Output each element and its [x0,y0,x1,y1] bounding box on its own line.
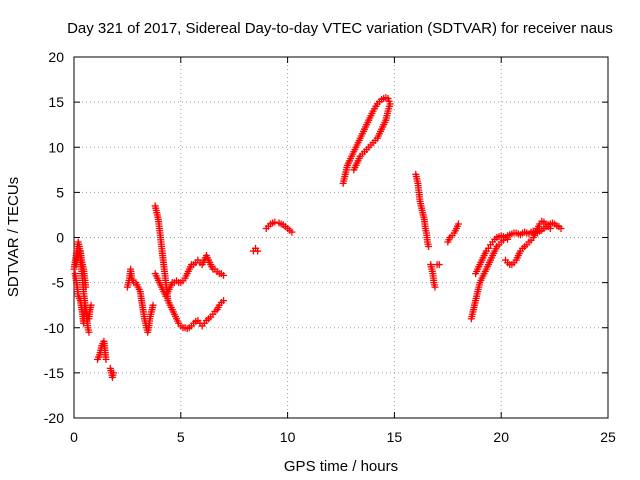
data-point [454,220,462,228]
y-tick-label: 5 [56,184,64,200]
x-tick-label: 5 [177,429,185,445]
y-tick-label: 20 [48,49,64,65]
grid [74,57,608,418]
data-points [70,94,565,381]
y-tick-label: -15 [44,365,64,381]
data-point [435,261,443,269]
data-point [87,301,95,309]
x-tick-label: 25 [600,429,616,445]
y-tick-label: 10 [48,139,64,155]
y-axis-label: SDTVAR / TECUs [5,177,22,297]
y-tick-label: 15 [48,94,64,110]
data-point [557,224,565,232]
data-point [254,247,262,255]
x-axis-label: GPS time / hours [284,458,398,475]
data-point [110,369,118,377]
data-point [102,355,110,363]
y-tick-label: 0 [56,230,64,246]
data-point [425,243,433,251]
x-tick-label: 20 [493,429,509,445]
data-point [431,283,439,291]
x-tick-label: 10 [280,429,296,445]
data-point [220,297,228,305]
data-point [288,228,296,236]
x-tick-label: 15 [387,429,403,445]
y-tick-label: -10 [44,320,64,336]
x-tick-label: 0 [70,429,78,445]
data-point [82,283,90,291]
data-point [271,218,279,226]
axis-ticks: 0 5 10 15 20 25 -20 -15 -10 -5 0 5 10 15 20 [44,49,616,445]
data-point [149,301,157,309]
y-tick-label: -20 [44,410,64,426]
data-point [546,224,554,232]
data-point [85,328,93,336]
data-point [504,235,512,243]
data-point [484,244,492,252]
y-tick-label: -5 [52,275,65,291]
data-point [350,166,358,174]
data-point [220,271,228,279]
chart-title: Day 321 of 2017, Sidereal Day-to-day VTE… [67,20,613,37]
